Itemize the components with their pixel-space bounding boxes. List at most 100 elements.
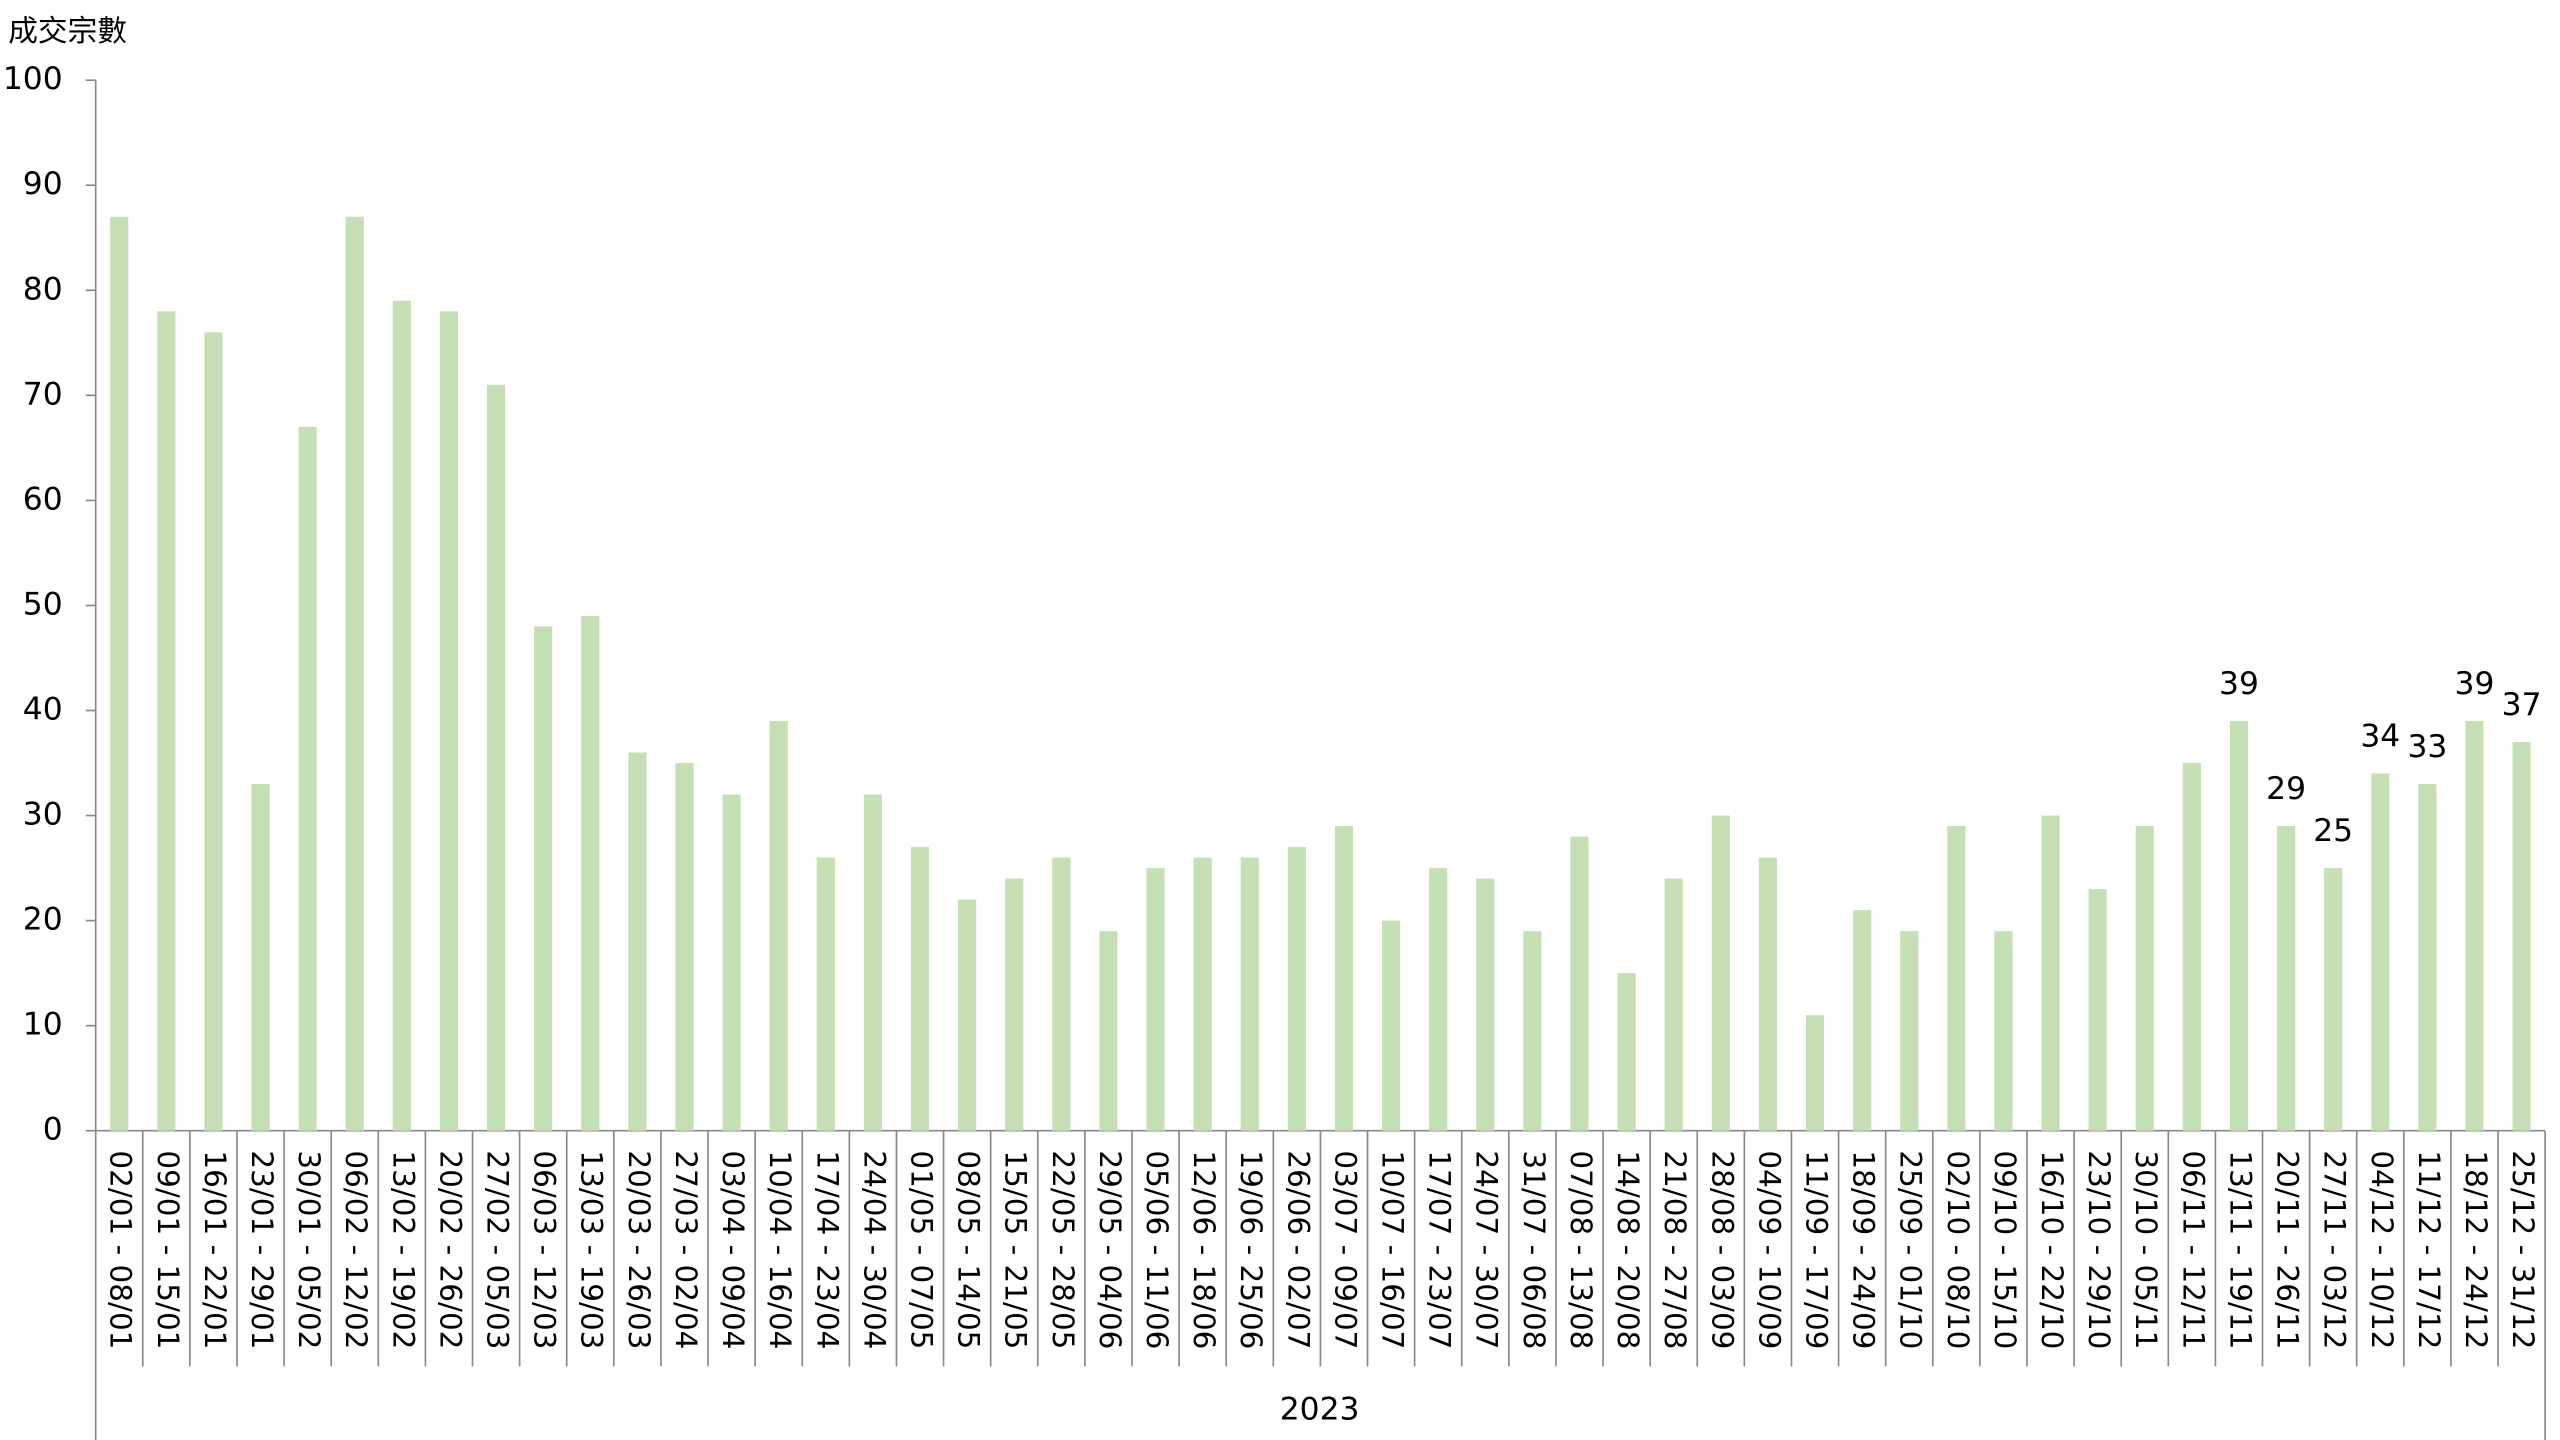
x-tick-label: 11/09 - 17/09 xyxy=(1799,1150,1833,1349)
y-tick-label: 60 xyxy=(23,481,63,517)
x-tick-label: 03/07 - 09/07 xyxy=(1328,1150,1362,1349)
bar xyxy=(2135,826,2154,1131)
y-tick-label: 0 xyxy=(43,1112,63,1148)
bar xyxy=(298,426,317,1131)
bar xyxy=(439,311,459,1131)
x-tick-label: 09/01 - 15/01 xyxy=(151,1150,185,1349)
x-tick-label: 06/11 - 12/11 xyxy=(2176,1150,2210,1349)
bar xyxy=(2182,763,2201,1131)
y-tick-label: 30 xyxy=(23,797,63,833)
bar xyxy=(486,384,506,1131)
x-tick-label: 10/04 - 16/04 xyxy=(763,1150,797,1349)
y-tick-label: 20 xyxy=(23,902,63,938)
bar xyxy=(2324,868,2343,1131)
x-tick-label: 11/12 - 17/12 xyxy=(2412,1150,2446,1349)
bar xyxy=(1664,878,1683,1131)
bar xyxy=(1429,868,1448,1131)
x-tick-label: 12/06 - 18/06 xyxy=(1187,1150,1221,1349)
data-label: 33 xyxy=(2407,729,2447,765)
bar xyxy=(2371,773,2390,1131)
y-tick-label: 90 xyxy=(23,166,63,202)
x-tick-label: 27/02 - 05/03 xyxy=(481,1150,515,1349)
x-tick-label: 14/08 - 20/08 xyxy=(1611,1150,1645,1349)
x-tick-label: 19/06 - 25/06 xyxy=(1234,1150,1268,1349)
bar xyxy=(1099,931,1118,1131)
x-tick-label: 21/08 - 27/08 xyxy=(1658,1150,1692,1349)
bar xyxy=(2041,815,2060,1131)
x-tick-label: 20/03 - 26/03 xyxy=(622,1150,656,1349)
y-tick-label: 10 xyxy=(23,1007,63,1043)
x-tick-label: 08/05 - 14/05 xyxy=(952,1150,986,1349)
x-tick-label: 02/10 - 08/10 xyxy=(1941,1150,1975,1349)
x-tick-label: 07/08 - 13/08 xyxy=(1564,1150,1598,1349)
x-tick-label: 09/10 - 15/10 xyxy=(1988,1150,2022,1349)
bar xyxy=(1240,857,1259,1131)
x-tick-label: 02/01 - 08/01 xyxy=(104,1150,138,1349)
data-label: 25 xyxy=(2313,813,2353,849)
bar xyxy=(581,615,600,1131)
x-tick-label: 17/07 - 23/07 xyxy=(1423,1150,1457,1349)
x-tick-label: 20/11 - 26/11 xyxy=(2271,1150,2305,1349)
bar xyxy=(1334,826,1354,1131)
x-tick-label: 20/02 - 26/02 xyxy=(433,1150,467,1349)
y-tick-label: 100 xyxy=(3,61,63,97)
bar xyxy=(1523,931,1542,1131)
x-tick-label: 25/12 - 31/12 xyxy=(2506,1150,2540,1349)
bar xyxy=(2465,721,2484,1131)
y-axis-title: 成交宗數 xyxy=(8,14,127,48)
x-tick-label: 16/10 - 22/10 xyxy=(2035,1150,2069,1349)
bar xyxy=(2418,784,2437,1131)
bar xyxy=(816,857,835,1131)
y-tick-label: 40 xyxy=(23,692,63,728)
x-tick-label: 10/07 - 16/07 xyxy=(1376,1150,1410,1349)
bar xyxy=(1758,857,1777,1131)
bar xyxy=(769,721,788,1131)
x-tick-label: 23/01 - 29/01 xyxy=(245,1150,279,1349)
x-tick-label: 31/07 - 06/08 xyxy=(1517,1150,1551,1349)
data-label: 39 xyxy=(2455,666,2495,702)
x-tick-label: 23/10 - 29/10 xyxy=(2082,1150,2116,1349)
bar xyxy=(958,899,977,1131)
x-tick-label: 30/01 - 05/02 xyxy=(292,1150,326,1349)
bar xyxy=(534,626,553,1131)
x-tick-label: 28/08 - 03/09 xyxy=(1705,1150,1739,1349)
x-tick-label: 29/05 - 04/06 xyxy=(1093,1150,1127,1349)
x-tick-label: 05/06 - 11/06 xyxy=(1140,1150,1174,1349)
bar xyxy=(1947,826,1966,1131)
x-tick-label: 13/11 - 19/11 xyxy=(2223,1150,2257,1349)
x-tick-label: 04/09 - 10/09 xyxy=(1752,1150,1786,1349)
x-tick-label: 18/09 - 24/09 xyxy=(1847,1150,1881,1349)
bar xyxy=(1570,836,1589,1131)
y-tick-label: 70 xyxy=(23,376,63,412)
x-tick-label: 13/03 - 19/03 xyxy=(575,1150,609,1349)
bar xyxy=(251,784,270,1131)
bar xyxy=(1052,857,1071,1131)
x-tick-label: 27/11 - 03/12 xyxy=(2318,1150,2352,1349)
bar xyxy=(1994,931,2013,1131)
bar xyxy=(1193,857,1212,1131)
x-tick-label: 27/03 - 02/04 xyxy=(669,1150,703,1349)
bar xyxy=(1805,1015,1825,1131)
x-tick-label: 06/02 - 12/02 xyxy=(339,1150,373,1349)
y-tick-label: 80 xyxy=(23,271,63,307)
bar xyxy=(1900,931,1919,1131)
bar xyxy=(1005,878,1024,1131)
data-label: 39 xyxy=(2219,666,2259,702)
x-group-label: 2023 xyxy=(1280,1392,1360,1428)
x-tick-label: 22/05 - 28/05 xyxy=(1046,1150,1080,1349)
x-tick-label: 24/07 - 30/07 xyxy=(1470,1150,1504,1349)
x-tick-label: 30/10 - 05/11 xyxy=(2129,1150,2163,1349)
bar xyxy=(2512,742,2531,1131)
x-tick-label: 13/02 - 19/02 xyxy=(386,1150,420,1349)
bar xyxy=(2088,889,2107,1131)
bar xyxy=(1853,910,1872,1131)
bar xyxy=(1381,920,1401,1131)
bar xyxy=(675,763,694,1131)
bar xyxy=(110,216,129,1131)
x-tick-label: 25/09 - 01/10 xyxy=(1894,1150,1928,1349)
data-label: 29 xyxy=(2266,771,2306,807)
bar xyxy=(628,752,647,1131)
x-tick-label: 15/05 - 21/05 xyxy=(999,1150,1033,1349)
